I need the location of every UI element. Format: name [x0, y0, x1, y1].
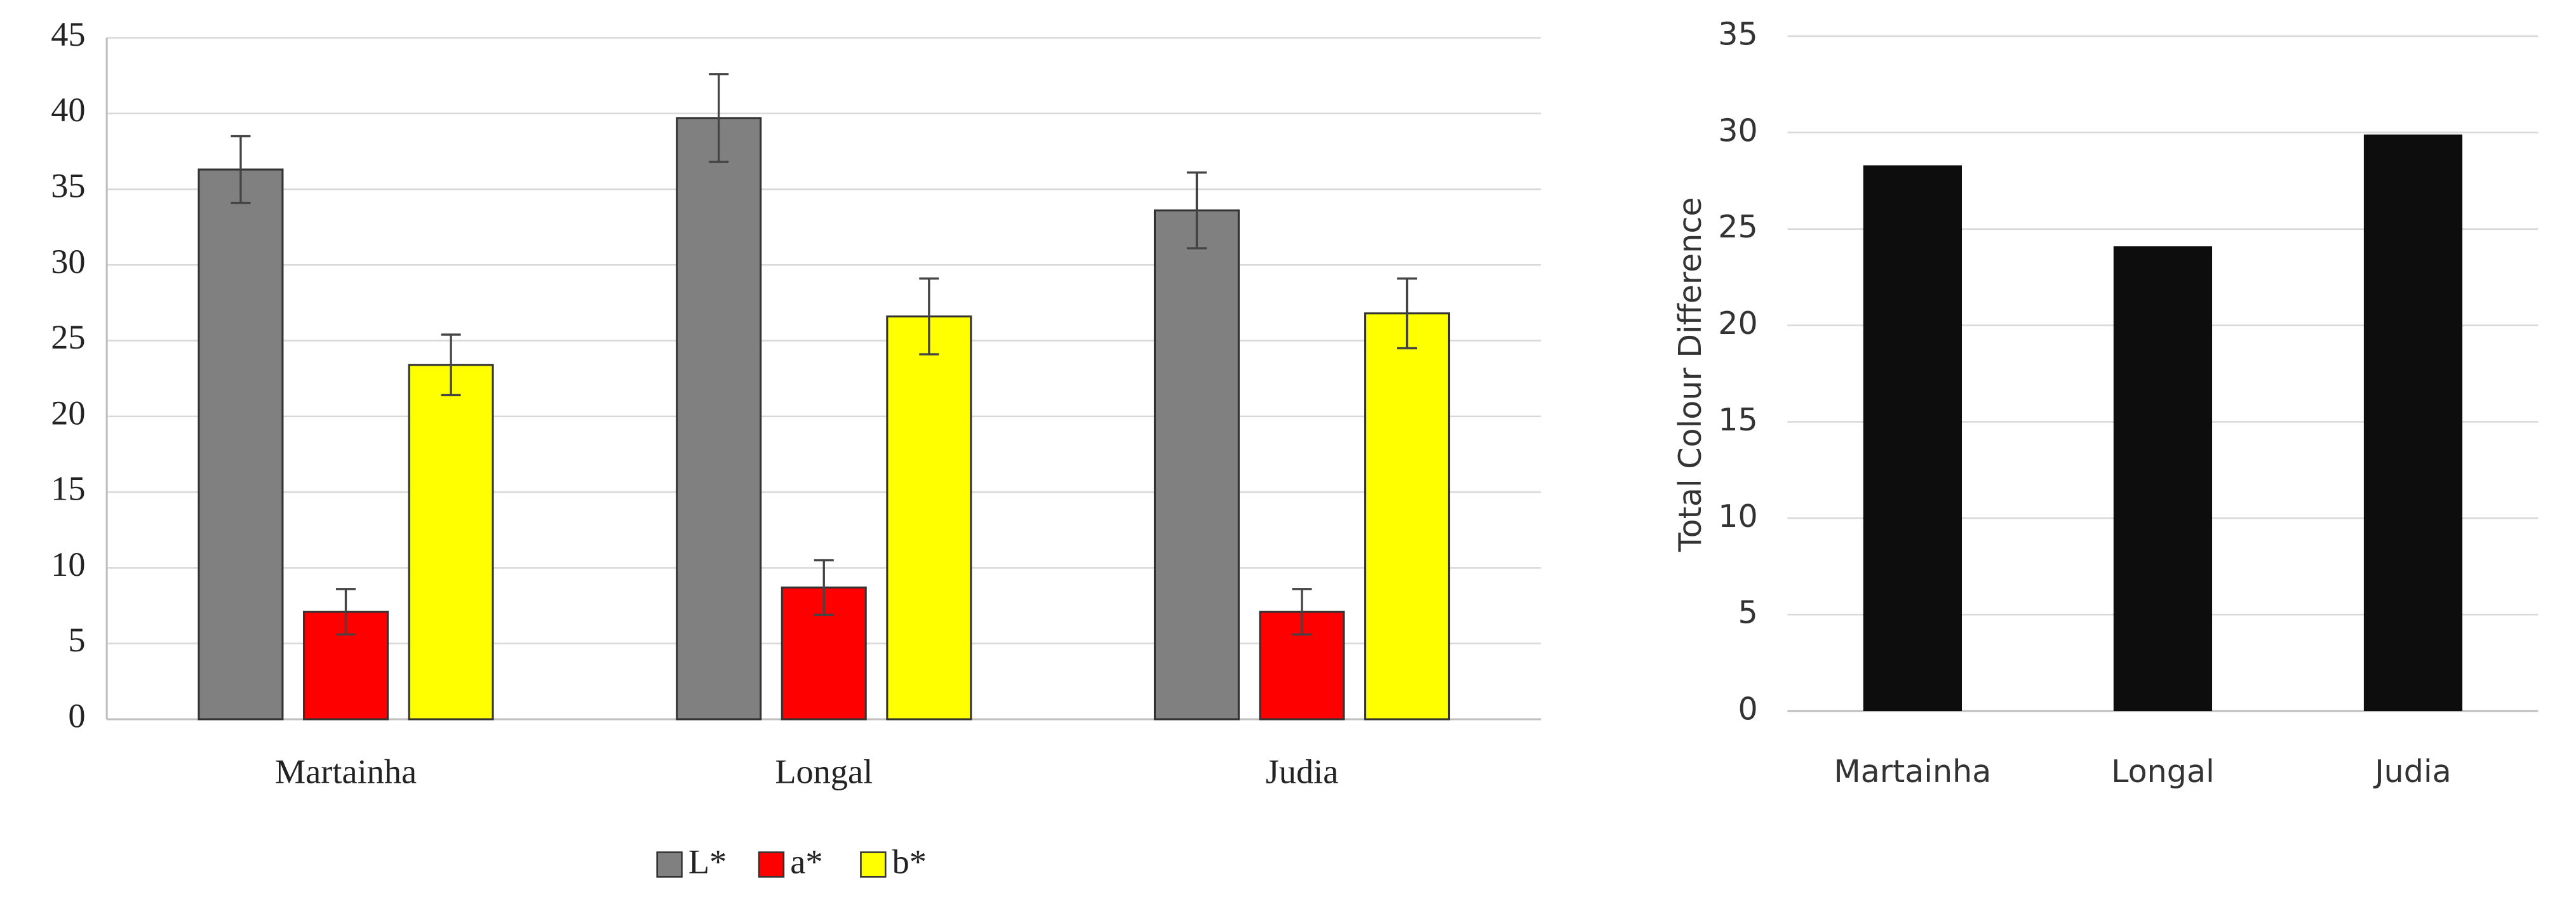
- error-bar: [231, 135, 251, 204]
- x-tick-label: Longal: [2111, 753, 2215, 790]
- y-tick-label: 30: [51, 243, 85, 281]
- y-tick-label: 20: [51, 394, 85, 432]
- error-bar: [709, 73, 729, 163]
- y-axis-label: Total Colour Difference: [1672, 197, 1708, 552]
- x-tick-label: Judia: [1266, 752, 1339, 790]
- colour-parameters-chart: 0 5 10 15 20 25 30 35 40 45 Martainha Longal Judia L*…: [51, 15, 1541, 881]
- x-tick-label: Martainha: [275, 752, 417, 790]
- bar: [198, 168, 284, 721]
- bar: [2113, 246, 2213, 712]
- y-tick-label: 20: [1718, 305, 1758, 342]
- y-tick-label: 0: [1738, 691, 1758, 728]
- legend: L* a* b*: [656, 843, 927, 881]
- y-tick-label: 15: [51, 470, 85, 508]
- y-tick-label: 45: [51, 15, 85, 53]
- error-bar: [335, 588, 356, 636]
- y-tick-label: 10: [1718, 498, 1758, 535]
- y-tick-label: 40: [51, 91, 85, 129]
- legend-label: b*: [892, 843, 927, 881]
- bar: [886, 315, 972, 721]
- error-bar: [919, 277, 939, 356]
- y-tick-label: 25: [1718, 208, 1758, 245]
- bar: [676, 117, 762, 721]
- error-bar: [1186, 171, 1207, 249]
- bar: [2363, 134, 2463, 712]
- error-bar: [1292, 588, 1312, 636]
- error-bar: [441, 333, 461, 397]
- bar: [1863, 165, 1962, 712]
- y-tick-label: 30: [1718, 112, 1758, 149]
- legend-label: a*: [790, 843, 822, 881]
- legend-label: L*: [688, 843, 727, 881]
- x-tick-label: Longal: [775, 752, 873, 790]
- y-tick-label: 5: [68, 621, 85, 659]
- y-tick-label: 0: [68, 696, 85, 734]
- y-tick-label: 10: [51, 545, 85, 583]
- y-tick-label: 35: [1718, 15, 1758, 52]
- legend-swatch: [860, 851, 887, 878]
- legend-swatch: [758, 851, 785, 878]
- error-bar: [1397, 277, 1418, 350]
- total-colour-difference-chart: Total Colour Difference 0 5 10 15 20 25 30 35 Ma…: [1672, 15, 2539, 790]
- x-tick-label: Judia: [2373, 753, 2452, 790]
- bar: [1153, 209, 1240, 721]
- x-tick-label: Martainha: [1834, 753, 1991, 790]
- y-tick-label: 15: [1718, 401, 1758, 438]
- y-tick-label: 25: [51, 318, 85, 356]
- y-tick-label: 5: [1738, 594, 1758, 631]
- y-tick-label: 35: [51, 167, 85, 205]
- legend-swatch: [656, 851, 683, 878]
- bar: [1364, 312, 1451, 721]
- bar: [408, 364, 494, 721]
- error-bar: [814, 559, 834, 616]
